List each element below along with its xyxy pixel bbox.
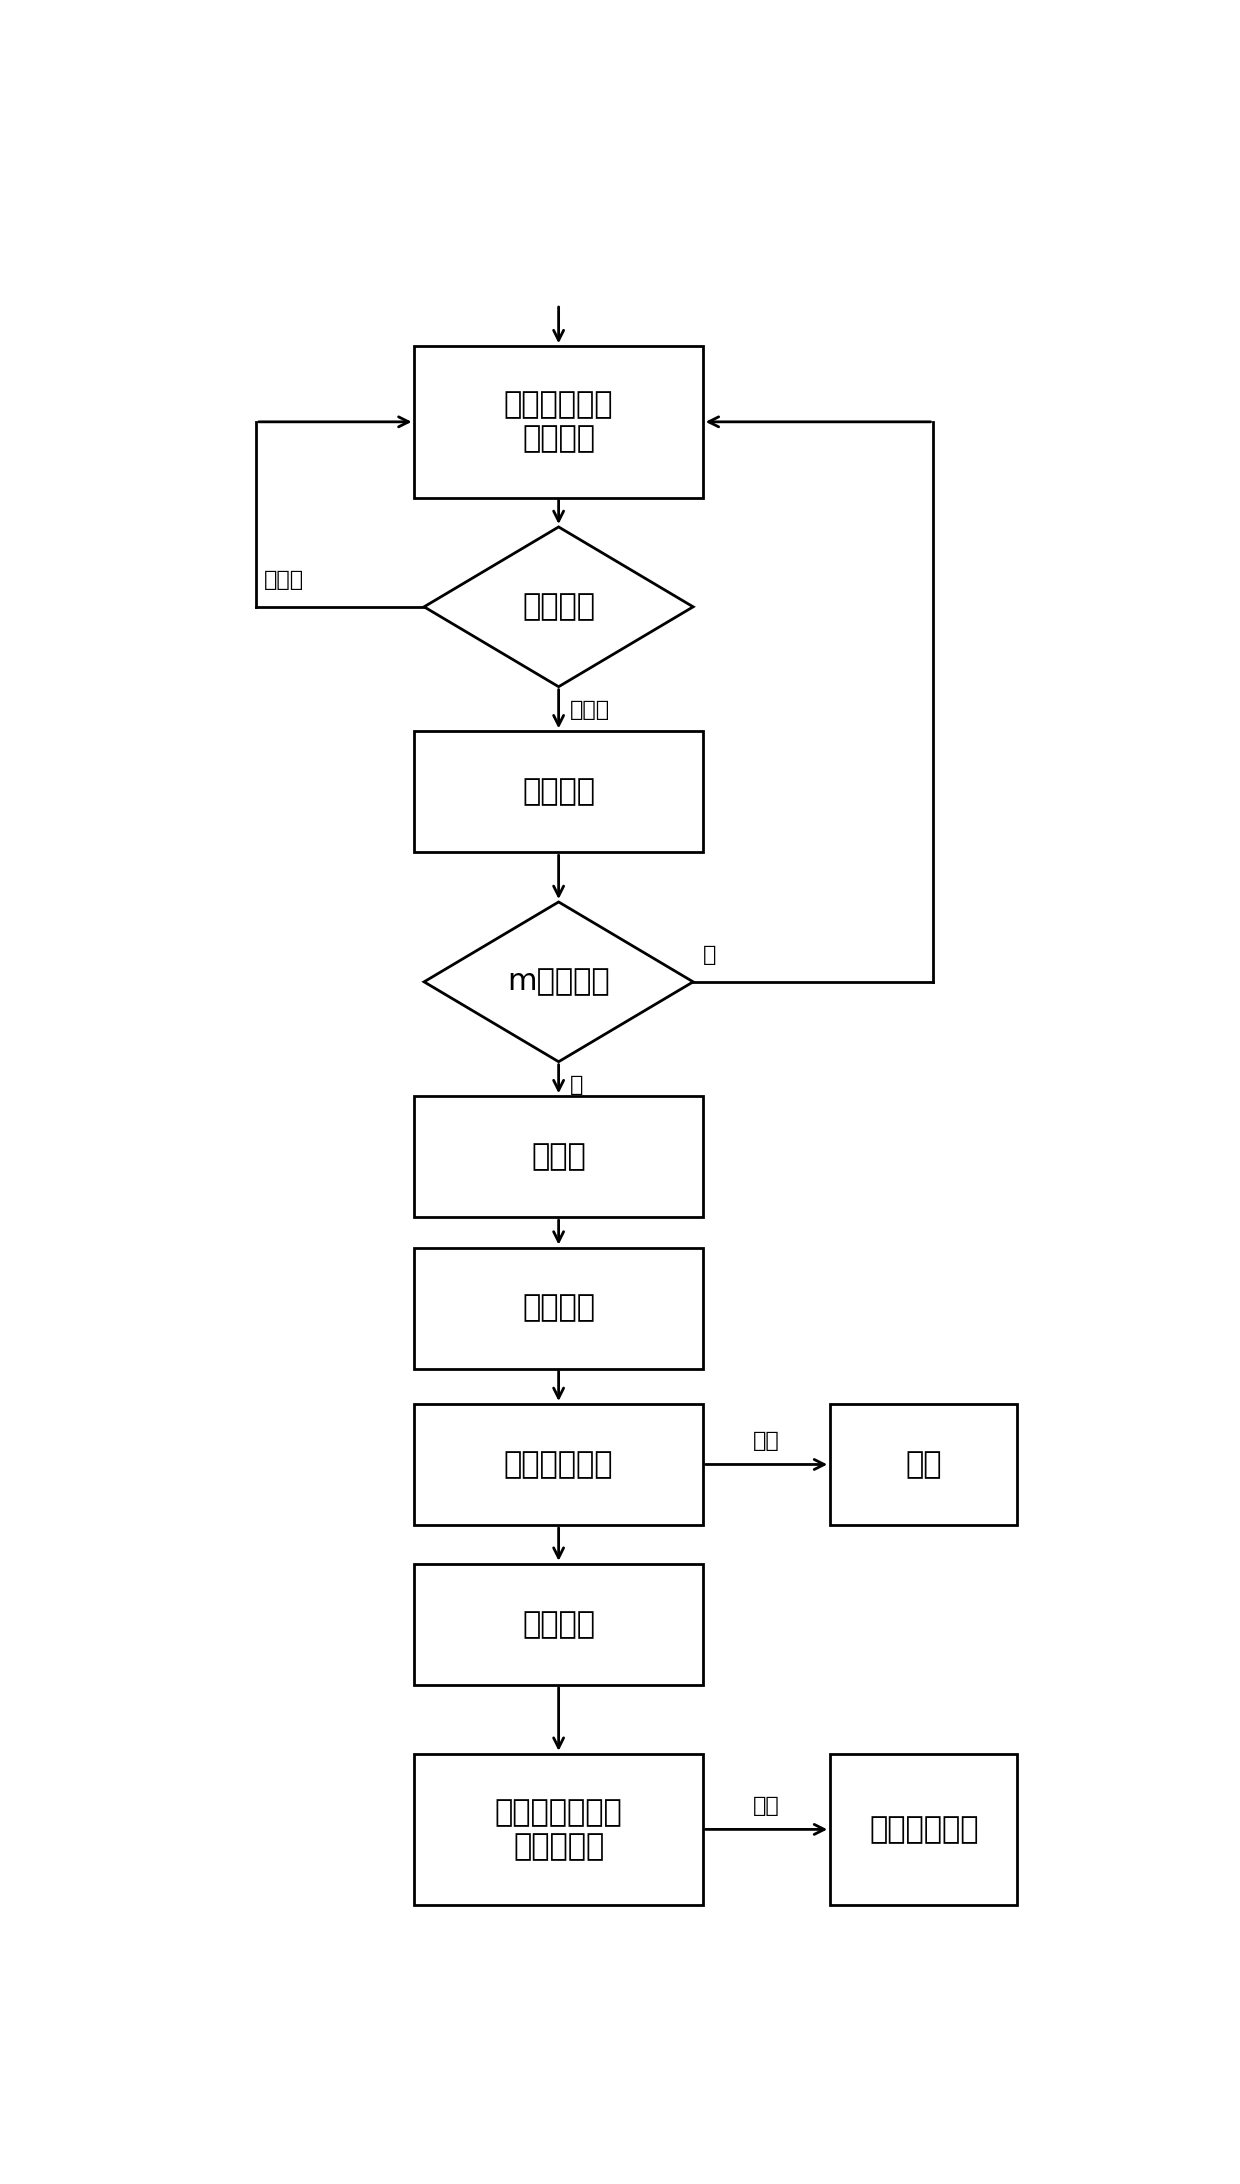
Text: 心跳间隔估计: 心跳间隔估计 — [503, 1450, 614, 1479]
FancyBboxPatch shape — [414, 345, 703, 498]
FancyBboxPatch shape — [414, 1247, 703, 1369]
Text: 否: 否 — [703, 946, 717, 965]
Text: m秒数据段: m秒数据段 — [507, 968, 610, 996]
Text: 加速度传感器
信号采集: 加速度传感器 信号采集 — [503, 391, 614, 452]
Polygon shape — [424, 526, 693, 686]
Text: 预处理: 预处理 — [531, 1142, 587, 1171]
FancyBboxPatch shape — [414, 1096, 703, 1216]
Text: 状态２: 状态２ — [570, 701, 610, 721]
Text: 心率: 心率 — [905, 1450, 942, 1479]
FancyBboxPatch shape — [414, 1754, 703, 1904]
Text: 中值滤波: 中值滤波 — [522, 1610, 595, 1638]
Text: 波峰检测: 波峰检测 — [522, 1293, 595, 1324]
FancyBboxPatch shape — [830, 1404, 1018, 1524]
Text: 状态判断: 状态判断 — [522, 592, 595, 620]
Polygon shape — [424, 902, 693, 1061]
FancyBboxPatch shape — [830, 1754, 1018, 1904]
FancyBboxPatch shape — [414, 1404, 703, 1524]
Text: 显示: 显示 — [753, 1795, 780, 1815]
FancyBboxPatch shape — [414, 732, 703, 852]
Text: 每次心跳间隔: 每次心跳间隔 — [869, 1815, 978, 1843]
Text: 状态１: 状态１ — [264, 570, 304, 590]
FancyBboxPatch shape — [414, 1564, 703, 1684]
Text: 是: 是 — [570, 1075, 584, 1094]
Text: 动态规划提取每
次心跳间隔: 动态规划提取每 次心跳间隔 — [495, 1797, 622, 1861]
Text: 数据分段: 数据分段 — [522, 778, 595, 806]
Text: 显示: 显示 — [753, 1431, 780, 1450]
